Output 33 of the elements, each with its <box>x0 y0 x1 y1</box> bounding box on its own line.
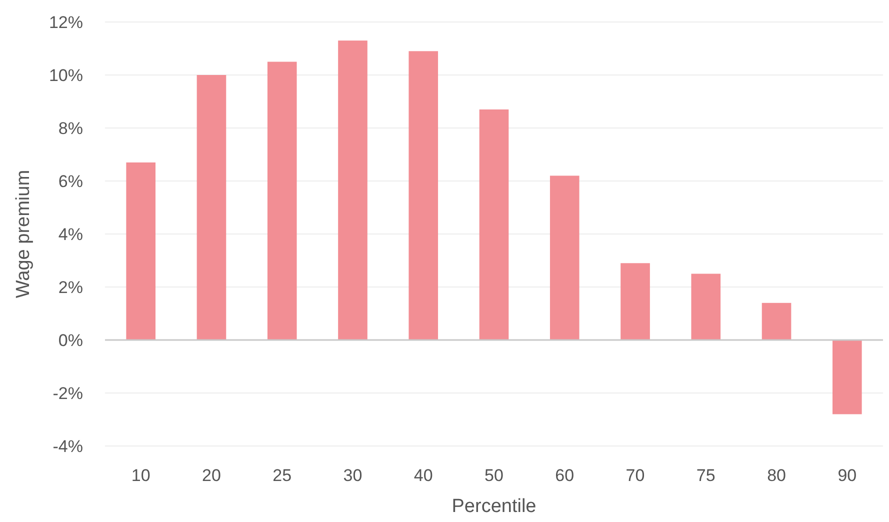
x-tick-label: 10 <box>131 466 150 485</box>
bar <box>479 109 509 340</box>
y-tick-label: 8% <box>58 118 83 138</box>
y-tick-label: 6% <box>58 172 83 191</box>
bar <box>620 263 650 340</box>
x-tick-label: 25 <box>272 466 292 485</box>
bar <box>691 274 721 340</box>
x-tick-label: 90 <box>838 466 857 485</box>
y-tick-label: -4% <box>52 436 83 456</box>
x-tick-label: 80 <box>767 466 786 485</box>
bar <box>832 340 862 414</box>
x-tick-label: 30 <box>343 466 362 485</box>
y-tick-label: 4% <box>58 224 83 244</box>
bar <box>550 176 580 340</box>
bar <box>762 302 792 340</box>
bar <box>196 75 226 340</box>
bar <box>126 162 156 340</box>
y-tick-label: 12% <box>48 12 83 32</box>
y-tick-label: 2% <box>58 278 83 297</box>
bar <box>338 40 368 340</box>
x-tick-label: 40 <box>414 466 433 485</box>
x-axis-title: Percentile <box>452 496 536 517</box>
x-tick-label: 50 <box>484 466 504 485</box>
y-tick-label: -2% <box>52 384 83 403</box>
y-tick-label: 0% <box>58 330 83 350</box>
x-tick-label: 20 <box>202 466 221 485</box>
x-tick-label: 70 <box>626 466 645 485</box>
bar <box>408 51 438 340</box>
y-tick-label: 10% <box>48 66 83 85</box>
y-axis-title: Wage premium <box>13 170 34 298</box>
bar <box>267 62 297 340</box>
x-tick-label: 60 <box>555 466 574 485</box>
x-tick-label: 75 <box>696 466 716 485</box>
